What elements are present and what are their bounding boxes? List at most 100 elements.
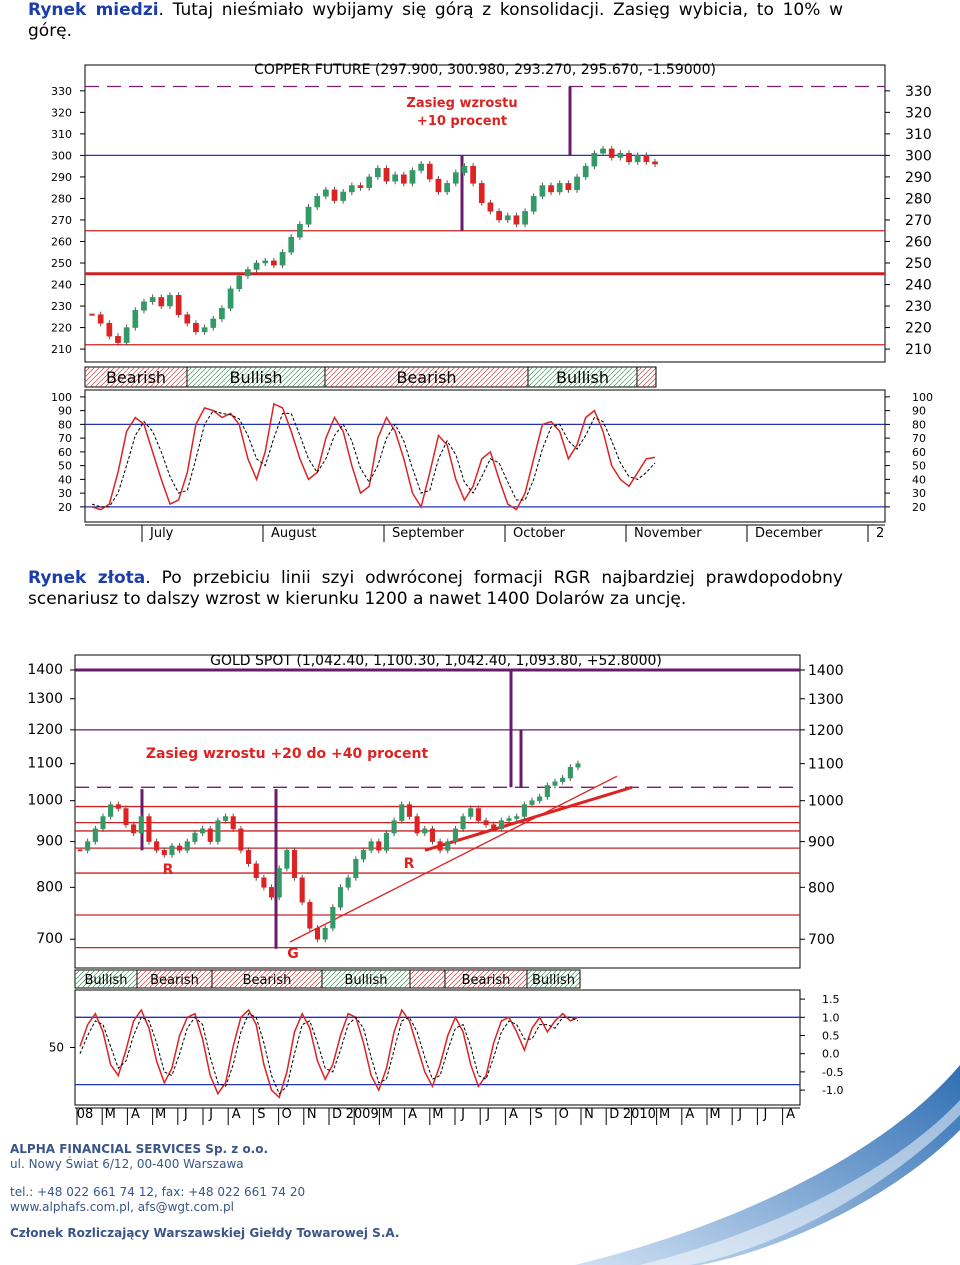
band-hatch <box>426 969 446 989</box>
x-tick-label: M <box>382 1107 393 1122</box>
osc-tick-label: 100 <box>51 391 72 404</box>
x-tick-label: October <box>513 526 566 541</box>
candle <box>565 183 572 191</box>
band-hatch <box>486 969 506 989</box>
band-hatch <box>293 969 313 989</box>
candle <box>426 163 433 180</box>
band-hatch <box>186 366 198 378</box>
band-hatch <box>363 969 383 989</box>
band-hatch <box>527 366 544 383</box>
band-hatch <box>577 366 599 388</box>
band-hatch <box>459 366 481 388</box>
candle <box>158 297 165 307</box>
candle <box>529 800 535 805</box>
x-tick-label: S <box>257 1107 265 1122</box>
candle <box>200 828 206 834</box>
candle <box>567 766 573 779</box>
band-hatch <box>139 366 161 388</box>
x-tick-label: A <box>786 1107 795 1122</box>
band-hatch <box>138 969 158 989</box>
candle <box>491 824 497 830</box>
candle <box>161 850 167 856</box>
x-tick-label: J <box>183 1107 188 1122</box>
band-hatch <box>444 969 461 986</box>
osc-tick-label: 30 <box>912 487 926 500</box>
osc-tick-label: 50 <box>58 460 72 473</box>
band-hatch <box>394 366 416 388</box>
candle <box>418 163 424 171</box>
band-hatch <box>288 969 308 989</box>
band-hatch <box>334 366 356 388</box>
y-tick-label: 290 <box>905 170 932 186</box>
osc-tick-label: 1.0 <box>822 1011 840 1024</box>
band-hatch <box>164 366 186 388</box>
band-hatch <box>154 366 176 388</box>
y-tick-label: 230 <box>905 299 932 315</box>
band-hatch <box>592 366 614 388</box>
band-hatch <box>238 969 258 989</box>
annotation: G <box>287 946 299 962</box>
candle <box>544 785 550 798</box>
band-hatch <box>358 969 378 989</box>
band-hatch <box>84 366 101 383</box>
web: www.alphafs.com.pl, afs@wgt.com.pl <box>10 1200 234 1214</box>
band-hatch <box>136 969 148 981</box>
company: ALPHA FINANCIAL SERVICES Sp. z o.o. <box>10 1142 269 1156</box>
band-hatch <box>558 969 578 989</box>
band-hatch <box>211 969 223 981</box>
candle <box>115 335 121 343</box>
candle <box>193 323 199 333</box>
band-hatch <box>587 366 609 388</box>
band-hatch <box>552 366 574 388</box>
candle <box>582 165 589 178</box>
band-hatch <box>286 366 308 388</box>
band-hatch <box>86 969 106 989</box>
candle <box>608 148 615 158</box>
candle <box>560 777 566 782</box>
chart-title: GOLD SPOT (1,042.40, 1,100.30, 1,042.40,… <box>210 653 662 669</box>
candle <box>504 215 511 221</box>
x-tick-label: November <box>634 526 702 541</box>
band-hatch <box>213 969 233 989</box>
band-hatch <box>119 366 141 388</box>
band-hatch <box>364 366 386 388</box>
band-hatch <box>388 969 408 989</box>
band-hatch <box>191 366 213 388</box>
y-tick-label: 1300 <box>808 692 844 708</box>
band-hatch <box>573 981 581 989</box>
candle <box>146 816 152 842</box>
y-tick-label: 220 <box>905 321 932 337</box>
band-hatch <box>261 366 283 388</box>
x-tick-label: S <box>534 1107 542 1122</box>
candle <box>429 828 435 842</box>
candle <box>106 323 113 337</box>
band-hatch <box>236 366 258 388</box>
y-tick-label: 320 <box>905 105 932 121</box>
band-hatch <box>223 969 243 989</box>
band-hatch <box>548 969 568 989</box>
band-label: Bullish <box>230 368 283 387</box>
candle <box>353 859 359 879</box>
band-hatch <box>409 969 421 981</box>
band-hatch <box>343 969 363 989</box>
band-hatch <box>499 366 521 388</box>
candle <box>322 928 328 940</box>
osc-tick-label: -1.0 <box>822 1084 843 1097</box>
band-hatch <box>636 366 653 383</box>
band-hatch <box>248 969 268 989</box>
candle <box>284 850 290 869</box>
x-tick-label: O <box>559 1107 569 1122</box>
band-hatch <box>494 366 516 388</box>
x-tick-label: J <box>762 1107 767 1122</box>
band-hatch <box>469 366 491 388</box>
band-hatch <box>622 372 638 388</box>
candle <box>422 828 428 834</box>
candle <box>92 828 98 842</box>
candle <box>574 176 580 191</box>
band-hatch <box>409 366 431 388</box>
osc-tick-label: 50 <box>912 460 926 473</box>
candle <box>132 310 139 328</box>
band-hatch <box>329 366 351 388</box>
candle <box>279 251 286 266</box>
osc-tick-label: 60 <box>58 446 72 459</box>
